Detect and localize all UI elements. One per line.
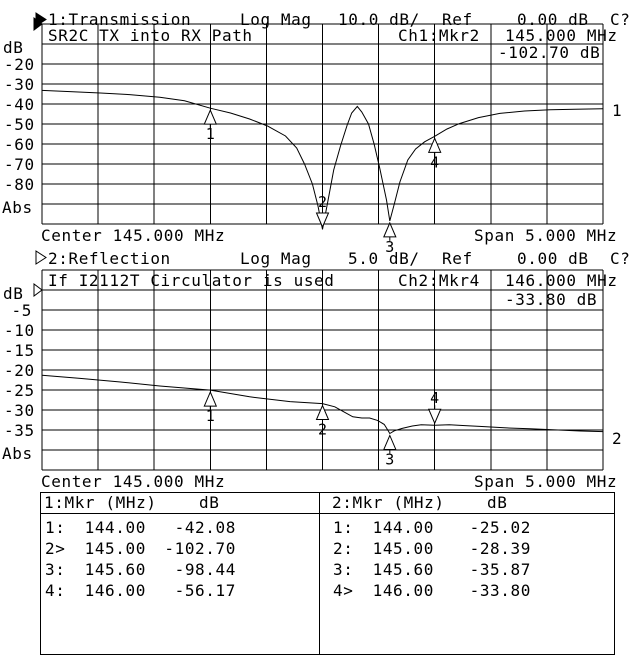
ch2-format: Log Mag bbox=[240, 249, 312, 268]
marker-row-value: -56.17 bbox=[174, 581, 236, 600]
marker-2-active-icon bbox=[315, 212, 330, 229]
y-tick-label: -60 bbox=[4, 135, 35, 154]
marker-table-left-unit: dB bbox=[199, 493, 220, 512]
marker-row-value: -35.87 bbox=[469, 560, 531, 579]
ch1-marker-readout-value: -102.70 dB bbox=[498, 43, 601, 62]
marker-row-number: 2: bbox=[333, 539, 354, 558]
ch2-ref-label: Ref bbox=[442, 249, 473, 268]
trace-ch2 bbox=[41, 374, 604, 435]
marker-row-value: -28.39 bbox=[469, 539, 531, 558]
marker-row-value: -98.44 bbox=[174, 560, 236, 579]
marker-2-label: 2 bbox=[318, 193, 327, 211]
ch2-marker-readout-freq: 146.000 MHz bbox=[505, 271, 618, 290]
marker-row-freq: 144.00 bbox=[372, 518, 434, 537]
marker-2-label: 2 bbox=[318, 421, 327, 439]
marker-1-icon bbox=[203, 390, 218, 407]
marker-table-header-rule bbox=[40, 513, 615, 514]
y-axis-unit: dB bbox=[3, 38, 24, 57]
y-tick-label: -80 bbox=[4, 175, 35, 194]
marker-2-icon bbox=[315, 404, 330, 421]
trace-id-label: 1 bbox=[612, 101, 622, 120]
marker-4-label: 4 bbox=[430, 153, 439, 171]
marker-row-number: 1: bbox=[333, 518, 354, 537]
ch1-cal-status: C? bbox=[610, 10, 631, 29]
marker-table-left-header: 1:Mkr (MHz) bbox=[44, 493, 157, 512]
ch1-marker-readout-channel: Ch1:Mkr2 bbox=[398, 26, 480, 45]
y-tick-label: -70 bbox=[4, 155, 35, 174]
y-tick-label: -20 bbox=[4, 55, 35, 74]
channel-indicator-icon bbox=[35, 250, 47, 265]
ch1-marker-readout-freq: 145.000 MHz bbox=[505, 26, 618, 45]
ch1-ref-label: Ref bbox=[442, 10, 473, 29]
marker-row-number: 3: bbox=[45, 560, 66, 579]
marker-4-label: 4 bbox=[430, 389, 439, 407]
marker-row-value: -25.02 bbox=[469, 518, 531, 537]
marker-3-icon bbox=[383, 221, 397, 238]
y-tick-label: -40 bbox=[4, 95, 35, 114]
marker-table-divider bbox=[319, 492, 320, 655]
ch2-scale: 5.0 dB/ bbox=[348, 249, 420, 268]
ch1-annotation: SR2C TX into RX Path bbox=[48, 26, 253, 45]
y-tick-label: -5 bbox=[11, 301, 32, 320]
ch2-title: 2:Reflection bbox=[48, 249, 171, 268]
marker-row-number: 3: bbox=[333, 560, 354, 579]
ch2-marker-readout-channel: Ch2:Mkr4 bbox=[398, 271, 480, 290]
marker-row-freq: 146.00 bbox=[372, 581, 434, 600]
ch2-annotation: If I2112T Circulator is used bbox=[48, 271, 335, 290]
marker-table bbox=[40, 492, 615, 655]
marker-4-icon bbox=[427, 137, 442, 153]
ch1-scale: 10.0 dB/ bbox=[338, 10, 420, 29]
y-tick-label: -15 bbox=[4, 341, 35, 360]
y-tick-label: -20 bbox=[4, 361, 35, 380]
y-tick-label: -10 bbox=[4, 321, 35, 340]
y-axis-abs-label: Abs bbox=[2, 444, 33, 463]
marker-row-freq: 145.00 bbox=[84, 539, 146, 558]
ch1-format: Log Mag bbox=[240, 10, 312, 29]
marker-row-freq: 144.00 bbox=[84, 518, 146, 537]
marker-table-right-header: 2:Mkr (MHz) bbox=[332, 493, 445, 512]
channel-indicator-icon bbox=[35, 12, 47, 27]
trace-id-label: 2 bbox=[612, 429, 622, 448]
ch2-center-freq: Center 145.000 MHz bbox=[41, 472, 226, 491]
y-tick-label: -30 bbox=[4, 75, 35, 94]
y-tick-label: -50 bbox=[4, 115, 35, 134]
marker-row-value: -42.08 bbox=[174, 518, 236, 537]
y-axis-unit: dB bbox=[3, 284, 24, 303]
marker-row-number: 2> bbox=[45, 539, 66, 558]
ch1-span: Span 5.000 MHz bbox=[474, 226, 618, 245]
ch2-span: Span 5.000 MHz bbox=[474, 472, 618, 491]
ch2-cal-status: C? bbox=[610, 249, 631, 268]
marker-row-freq: 145.60 bbox=[84, 560, 146, 579]
marker-row-value: -102.70 bbox=[164, 539, 236, 558]
marker-3-label: 3 bbox=[385, 450, 394, 468]
marker-row-freq: 145.00 bbox=[372, 539, 434, 558]
marker-1-label: 1 bbox=[206, 407, 215, 425]
ch1-title: 1:Transmission bbox=[48, 10, 192, 29]
trace-ch1 bbox=[41, 89, 604, 230]
y-axis-abs-label: Abs bbox=[2, 198, 33, 217]
marker-3-label: 3 bbox=[385, 238, 394, 256]
marker-row-freq: 146.00 bbox=[84, 581, 146, 600]
marker-row-value: -33.80 bbox=[469, 581, 531, 600]
ch1-center-freq: Center 145.000 MHz bbox=[41, 226, 226, 245]
marker-table-right-unit: dB bbox=[487, 493, 508, 512]
marker-3-icon bbox=[383, 434, 397, 450]
marker-row-number: 4: bbox=[45, 581, 66, 600]
ch2-marker-readout-value: -33.80 dB bbox=[505, 290, 598, 309]
ch2-ref-value: 0.00 dB bbox=[517, 249, 589, 268]
marker-1-icon bbox=[203, 108, 218, 125]
marker-4-active-icon bbox=[427, 408, 442, 425]
marker-row-number: 4> bbox=[333, 581, 354, 600]
marker-row-freq: 145.60 bbox=[372, 560, 434, 579]
y-tick-label: -30 bbox=[4, 401, 35, 420]
marker-1-label: 1 bbox=[206, 125, 215, 143]
marker-row-number: 1: bbox=[45, 518, 66, 537]
y-tick-label: -25 bbox=[4, 381, 35, 400]
ch1-ref-value: 0.00 dB bbox=[517, 10, 589, 29]
ref-level-indicator-ch2 bbox=[33, 283, 43, 297]
y-tick-label: -35 bbox=[4, 421, 35, 440]
